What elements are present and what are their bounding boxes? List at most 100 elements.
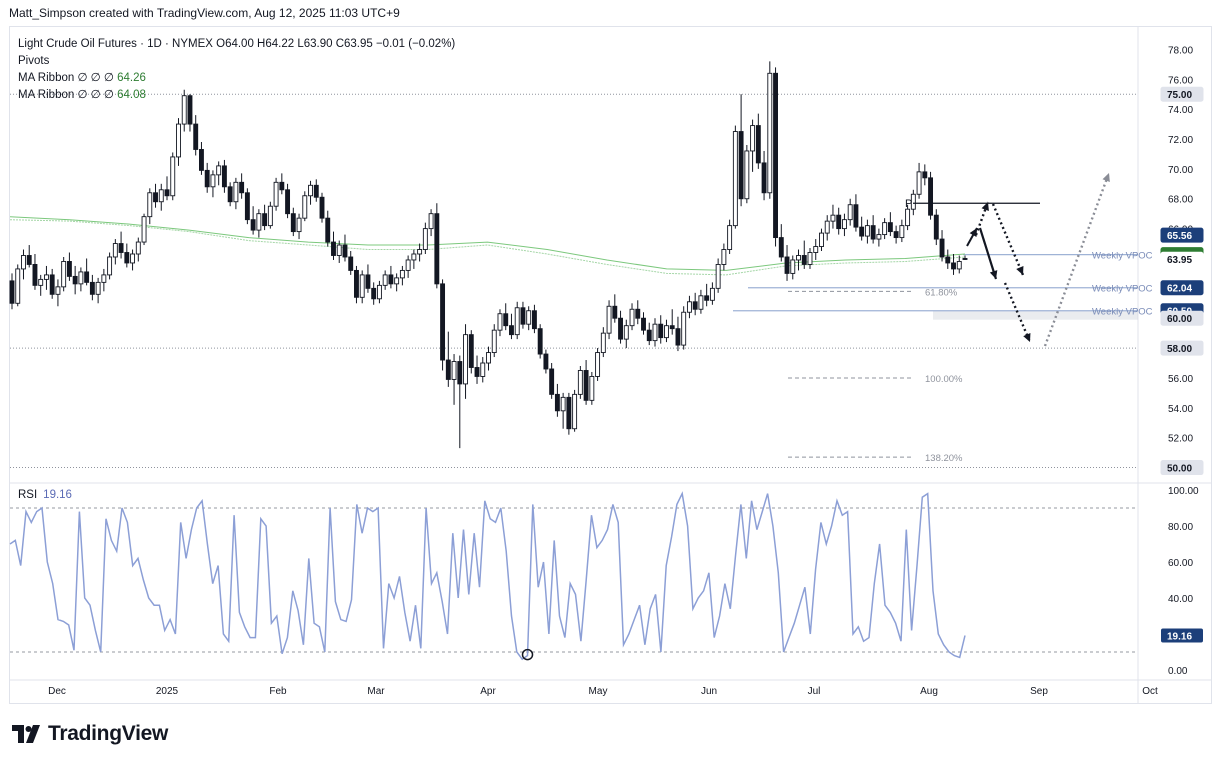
- legend-pivots[interactable]: Pivots: [18, 55, 50, 67]
- time-axis-tick: Jun: [701, 686, 717, 697]
- candle-up: [141, 216, 147, 243]
- time-axis-tick: Apr: [480, 686, 496, 697]
- rsi-line: [9, 491, 966, 661]
- legend-symbol-row[interactable]: Light Crude Oil Futures · 1D · NYMEX O64…: [18, 36, 455, 53]
- price-axis-tick: 54.00: [1168, 404, 1193, 415]
- candle-down: [612, 305, 618, 319]
- candle-up: [112, 243, 118, 258]
- candle-up: [905, 208, 911, 227]
- arrow-up-projection-head: [1102, 173, 1110, 182]
- candle-down: [554, 393, 560, 412]
- candle-up: [514, 307, 520, 336]
- price-badge-label: 58.00: [1167, 344, 1192, 355]
- candle-down: [566, 396, 572, 430]
- candle-up: [491, 329, 497, 354]
- candle-up: [744, 150, 750, 200]
- price-axis-tick: 56.00: [1168, 374, 1193, 385]
- candle-up: [847, 204, 853, 221]
- candle-up: [78, 271, 84, 285]
- candle-down: [239, 181, 245, 194]
- candle-down: [199, 149, 204, 171]
- price-badge-label: 60.00: [1167, 314, 1192, 325]
- candle-down: [801, 255, 807, 265]
- time-axis-tick: Aug: [920, 686, 938, 697]
- candle-up: [876, 234, 882, 240]
- candle-up: [916, 171, 922, 195]
- candle-down: [26, 255, 32, 265]
- candle-up: [956, 261, 962, 270]
- candle-down: [503, 313, 509, 327]
- candle-up: [589, 376, 595, 401]
- candle-up: [807, 252, 813, 265]
- rsi-axis-tick: 40.00: [1168, 594, 1193, 605]
- candle-up: [21, 255, 26, 270]
- candle-down: [66, 261, 72, 277]
- ma-ribbon-1-label: MA Ribbon ∅ ∅ ∅: [18, 72, 114, 84]
- candle-up: [497, 313, 503, 331]
- vpoc-label: Weekly VPOC: [1092, 284, 1153, 295]
- candle-down: [945, 256, 951, 264]
- arrow-up-dotted-head: [981, 202, 989, 211]
- candle-down: [354, 269, 359, 298]
- rsi-axis-tick: 100.00: [1168, 486, 1199, 497]
- candle-up: [652, 323, 658, 342]
- candle-up: [216, 165, 222, 176]
- tradingview-logo[interactable]: TradingView: [12, 722, 168, 746]
- candle-down: [738, 131, 744, 200]
- candle-down: [761, 162, 767, 194]
- candle-up: [767, 72, 773, 194]
- candle-up: [181, 95, 187, 125]
- time-axis-tick: 2025: [156, 686, 179, 697]
- candle-down: [784, 256, 790, 274]
- candle-up: [882, 222, 888, 236]
- candle-down: [331, 241, 336, 256]
- arrow-up-dotted: [974, 201, 990, 236]
- candle-down: [922, 171, 928, 179]
- rsi-low-circle: [521, 648, 534, 661]
- candle-up: [417, 249, 423, 255]
- candle-down: [692, 301, 698, 310]
- candle-down: [468, 334, 474, 368]
- time-axis-tick: Mar: [367, 686, 385, 697]
- candle-up: [715, 264, 721, 289]
- candle-down: [434, 213, 440, 285]
- candle-down: [72, 275, 78, 285]
- candle-down: [583, 370, 589, 401]
- rsi-legend[interactable]: RSI 19.16: [18, 489, 72, 501]
- candle-up: [101, 274, 107, 283]
- candle-up: [727, 225, 733, 250]
- candle-up: [819, 232, 824, 247]
- candle-down: [893, 231, 899, 239]
- candle-up: [273, 181, 279, 207]
- tradingview-logo-icon: [12, 725, 40, 743]
- candle-up: [376, 284, 382, 300]
- time-axis-tick: Sep: [1030, 686, 1048, 697]
- price-axis-tick: 70.00: [1168, 165, 1193, 176]
- candle-down: [187, 95, 193, 125]
- candle-down: [204, 169, 210, 188]
- candle-down: [509, 325, 514, 336]
- rsi-axis-tick: 0.00: [1168, 666, 1188, 677]
- candle-down: [646, 329, 652, 342]
- chart-attribution: Matt_Simpson created with TradingView.co…: [9, 6, 400, 20]
- candle-down: [933, 214, 939, 240]
- candle-up: [15, 268, 21, 304]
- chart-frame[interactable]: [9, 26, 1212, 704]
- candle-down: [870, 225, 876, 240]
- candle-down: [164, 189, 170, 197]
- arrow-down-dotted-2-head: [1023, 333, 1031, 342]
- time-axis-tick: Jul: [808, 686, 821, 697]
- legend-ma-ribbon-1[interactable]: MA Ribbon ∅ ∅ ∅ 64.26: [18, 70, 455, 87]
- candle-down: [531, 310, 537, 330]
- candle-down: [658, 323, 664, 339]
- candle-up: [95, 281, 101, 295]
- candle-down: [285, 189, 291, 215]
- candle-up: [170, 156, 176, 197]
- candle-down: [836, 214, 842, 230]
- candle-up: [411, 253, 417, 261]
- price-badge: [1160, 227, 1204, 243]
- candle-down: [457, 361, 463, 385]
- candle-up: [135, 241, 141, 255]
- legend-ma-ribbon-2[interactable]: MA Ribbon ∅ ∅ ∅ 64.08: [18, 87, 455, 104]
